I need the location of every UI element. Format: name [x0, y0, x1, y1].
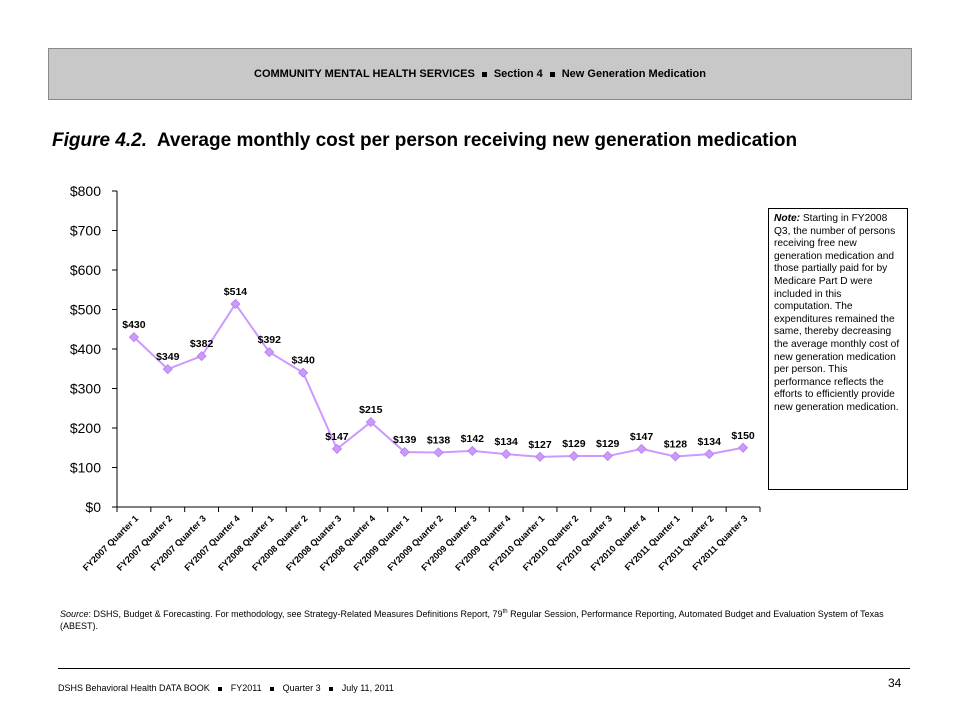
- data-label: $147: [630, 431, 654, 443]
- data-point-marker: [534, 451, 546, 462]
- y-tick-label: $0: [85, 499, 101, 515]
- y-tick-label: $400: [70, 341, 101, 357]
- section-name: New Generation Medication: [561, 68, 706, 80]
- x-tick-label: FY2007 Quarter 1: [81, 513, 140, 572]
- data-point-marker: [501, 449, 512, 460]
- data-point-marker: [738, 442, 749, 453]
- page-number: 34: [888, 676, 902, 690]
- y-tick-label: $300: [70, 381, 101, 397]
- data-label: $514: [224, 286, 248, 298]
- footer-book: DSHS Behavioral Health DATA BOOK: [58, 683, 210, 693]
- line-chart: $0 $100 $200 $300 $400 $500 $600 $700 $800 FY2007…: [70, 183, 761, 573]
- data-label: $128: [664, 438, 688, 450]
- data-label: $340: [291, 355, 315, 367]
- note-label: Note:: [774, 213, 801, 224]
- data-point-marker: [704, 449, 715, 460]
- data-label: $129: [596, 438, 620, 450]
- y-tick-label: $200: [70, 420, 101, 436]
- data-point-marker: [331, 443, 343, 455]
- y-tick-label: $600: [70, 262, 101, 278]
- section-title: COMMUNITY MENTAL HEALTH SERVICES: [254, 68, 475, 80]
- y-tick-label: $700: [70, 223, 101, 239]
- data-label: $392: [258, 334, 282, 346]
- data-label: $138: [427, 434, 451, 446]
- data-point-marker: [365, 417, 376, 428]
- square-bullet-icon: [329, 686, 334, 691]
- section-number: Section 4: [493, 68, 543, 80]
- data-label: $150: [731, 430, 755, 442]
- data-point-marker: [636, 443, 647, 455]
- data-point-marker: [162, 364, 173, 375]
- data-point-marker: [602, 450, 613, 462]
- footer-quarter: Quarter 3: [282, 683, 321, 693]
- data-label: $430: [122, 319, 146, 331]
- footer: DSHS Behavioral Health DATA BOOK FY2011 …: [58, 683, 394, 693]
- data-point-marker: [230, 298, 241, 310]
- square-bullet-icon: [270, 686, 275, 691]
- source-text-b: Regular Session, Performance Reporting, …: [60, 609, 884, 631]
- section-header-band: COMMUNITY MENTAL HEALTH SERVICES Section…: [48, 48, 912, 100]
- data-point-marker: [298, 367, 309, 378]
- square-bullet-icon: [481, 71, 487, 77]
- footer-date: July 11, 2011: [341, 683, 394, 693]
- data-point-marker: [433, 447, 444, 458]
- source-superscript: th: [502, 609, 508, 615]
- figure-title: Figure 4.2. Average monthly cost per per…: [52, 130, 797, 152]
- data-label: $382: [190, 338, 214, 350]
- source-citation: Source: DSHS, Budget & Forecasting. For …: [60, 606, 910, 632]
- data-point-marker: [399, 447, 410, 458]
- figure-caption: Average monthly cost per person receivin…: [156, 130, 798, 151]
- source-label: Source: [60, 609, 89, 619]
- footer-fy: FY2011: [230, 683, 262, 693]
- data-label: $134: [698, 436, 722, 448]
- data-point-marker: [128, 332, 139, 343]
- note-box: Note: Starting in FY2008 Q3, the number …: [768, 208, 908, 490]
- footer-divider: [58, 668, 910, 669]
- data-label: $129: [562, 438, 586, 450]
- data-label: $134: [495, 436, 519, 448]
- data-label: $127: [528, 439, 552, 451]
- data-label: $147: [325, 431, 349, 443]
- y-tick-label: $800: [70, 183, 101, 199]
- data-point-marker: [196, 351, 207, 362]
- y-tick-label: $100: [70, 460, 101, 476]
- data-label: $349: [156, 351, 180, 363]
- square-bullet-icon: [549, 71, 555, 77]
- data-point-marker: [568, 450, 579, 462]
- data-point-marker: [467, 445, 478, 456]
- source-text-a: : DSHS, Budget & Forecasting. For method…: [88, 609, 503, 619]
- data-label: $142: [461, 433, 485, 445]
- figure-number: Figure 4.2.: [52, 130, 148, 151]
- data-label: $139: [393, 434, 417, 446]
- data-point-marker: [264, 347, 275, 358]
- data-label: $215: [359, 404, 383, 416]
- note-text: Starting in FY2008 Q3, the number of per…: [774, 213, 900, 413]
- square-bullet-icon: [218, 686, 223, 691]
- y-tick-label: $500: [70, 302, 101, 318]
- data-point-marker: [670, 451, 681, 462]
